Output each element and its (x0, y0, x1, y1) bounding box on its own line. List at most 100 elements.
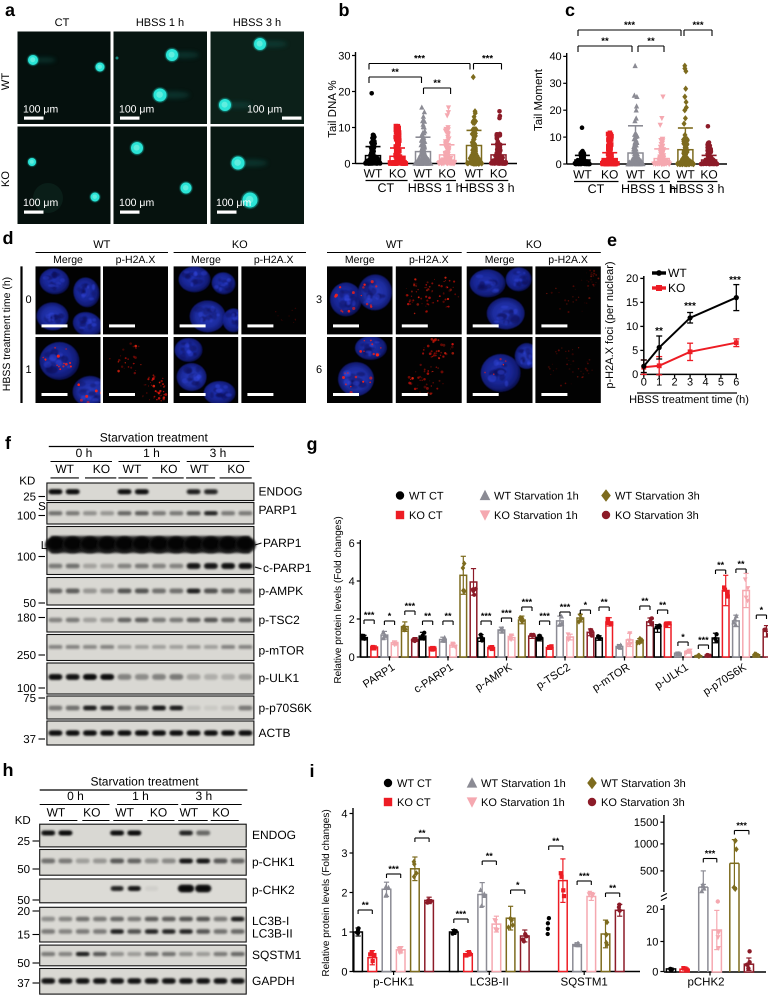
svg-text:KO Starvation 1h: KO Starvation 1h (494, 510, 578, 522)
svg-text:1000: 1000 (634, 839, 658, 851)
svg-text:37: 37 (23, 734, 36, 746)
svg-text:WT CT: WT CT (409, 491, 444, 503)
svg-text:p-H2A.X foci (per nuclear): p-H2A.X foci (per nuclear) (604, 261, 616, 388)
svg-text:**: ** (433, 78, 441, 89)
svg-text:HBSS 1 h: HBSS 1 h (621, 182, 676, 196)
svg-text:WT Starvation 1h: WT Starvation 1h (481, 778, 566, 790)
svg-text:1: 1 (656, 377, 662, 389)
svg-text:GAPDH: GAPDH (252, 974, 295, 988)
svg-text:p-ULK1: p-ULK1 (259, 671, 300, 685)
svg-text:***: *** (482, 54, 493, 65)
svg-text:KO: KO (526, 239, 542, 251)
svg-text:***: *** (579, 871, 590, 881)
svg-text:KO: KO (83, 806, 100, 820)
svg-text:h: h (3, 760, 14, 780)
svg-text:p-H2A.X: p-H2A.X (254, 254, 294, 266)
svg-text:Tail Moment: Tail Moment (533, 68, 545, 131)
svg-text:20: 20 (646, 904, 658, 916)
svg-text:3: 3 (687, 377, 693, 389)
svg-text:**: ** (424, 611, 432, 621)
svg-text:g: g (307, 434, 318, 454)
svg-text:50: 50 (17, 958, 30, 970)
svg-text:KD: KD (19, 476, 35, 488)
svg-text:**: ** (609, 883, 617, 893)
svg-text:KO: KO (653, 168, 670, 182)
svg-text:0: 0 (349, 652, 355, 664)
svg-text:KD: KD (15, 815, 31, 827)
svg-text:WT: WT (55, 462, 74, 476)
svg-text:HBSS 1 h: HBSS 1 h (408, 181, 463, 195)
svg-text:KO: KO (700, 168, 717, 182)
svg-text:p-p70S6K: p-p70S6K (259, 701, 312, 715)
svg-text:WT: WT (0, 73, 12, 90)
svg-text:HBSS 3 h: HBSS 3 h (233, 17, 281, 29)
svg-text:Relative protein levels (Fold: Relative protein levels (Fold changes) (321, 809, 332, 976)
svg-text:*: * (584, 600, 588, 610)
svg-text:*: * (388, 611, 392, 621)
svg-text:WT: WT (465, 167, 484, 181)
svg-text:e: e (607, 230, 617, 250)
svg-text:p-CHK1: p-CHK1 (252, 855, 295, 869)
svg-text:p-mTOR: p-mTOR (259, 644, 305, 658)
svg-text:**: ** (647, 36, 655, 47)
svg-text:3: 3 (341, 848, 347, 860)
svg-text:p-CHK1: p-CHK1 (373, 977, 414, 989)
svg-text:0: 0 (556, 159, 562, 171)
svg-text:WT Starvation 1h: WT Starvation 1h (494, 491, 579, 503)
svg-text:1500: 1500 (634, 817, 658, 829)
svg-text:2: 2 (341, 887, 347, 899)
svg-text:0: 0 (25, 294, 31, 306)
svg-text:75: 75 (23, 693, 36, 705)
svg-text:c: c (565, 0, 575, 20)
svg-text:15: 15 (17, 930, 30, 942)
svg-text:20: 20 (17, 906, 30, 918)
svg-text:WT Starvation 3h: WT Starvation 3h (601, 778, 686, 790)
svg-text:***: *** (522, 597, 533, 607)
svg-text:HBSS 3 h: HBSS 3 h (670, 182, 725, 196)
svg-text:180: 180 (17, 613, 36, 625)
svg-text:1: 1 (25, 364, 31, 376)
svg-text:20: 20 (338, 86, 350, 98)
svg-text:WT: WT (190, 462, 209, 476)
svg-text:500: 500 (640, 866, 658, 878)
svg-text:100 μm: 100 μm (247, 104, 282, 116)
svg-text:***: *** (729, 275, 741, 286)
svg-text:100 μm: 100 μm (216, 197, 251, 209)
svg-text:**: ** (552, 836, 560, 846)
svg-text:KO Starvation 3h: KO Starvation 3h (601, 797, 685, 809)
svg-text:Merge: Merge (53, 254, 83, 266)
svg-text:b: b (339, 0, 350, 20)
svg-text:0: 0 (652, 966, 658, 978)
svg-text:30: 30 (338, 50, 350, 62)
svg-text:**: ** (737, 559, 745, 569)
svg-text:Starvation treatment: Starvation treatment (90, 775, 199, 789)
svg-text:3: 3 (316, 294, 322, 306)
svg-text:0 h: 0 h (67, 789, 84, 803)
svg-text:10: 10 (626, 321, 638, 333)
svg-text:2: 2 (672, 377, 678, 389)
svg-text:WT CT: WT CT (397, 778, 432, 790)
svg-text:100 μm: 100 μm (23, 104, 58, 116)
svg-text:**: ** (641, 596, 649, 606)
svg-text:d: d (3, 228, 14, 248)
svg-text:p-H2A.X: p-H2A.X (409, 254, 449, 266)
svg-text:***: *** (560, 602, 571, 612)
svg-text:WT Starvation 3h: WT Starvation 3h (615, 491, 700, 503)
svg-text:2: 2 (349, 614, 355, 626)
svg-text:6: 6 (316, 364, 322, 376)
svg-text:Tail DNA %: Tail DNA % (327, 80, 339, 138)
svg-text:**: ** (655, 326, 663, 337)
svg-text:***: *** (388, 864, 399, 874)
svg-text:***: *** (539, 611, 550, 621)
svg-text:KO: KO (212, 806, 229, 820)
svg-text:pCHK2: pCHK2 (687, 977, 724, 989)
svg-text:WT: WT (364, 167, 383, 181)
svg-text:25: 25 (23, 492, 36, 504)
svg-text:LC3B-II: LC3B-II (252, 927, 293, 941)
svg-text:SQSTM1: SQSTM1 (561, 977, 608, 989)
svg-text:100: 100 (17, 511, 36, 523)
svg-text:100 μm: 100 μm (23, 197, 58, 209)
svg-text:10: 10 (338, 122, 350, 134)
svg-text:KO: KO (0, 171, 12, 187)
svg-text:WT: WT (115, 806, 134, 820)
